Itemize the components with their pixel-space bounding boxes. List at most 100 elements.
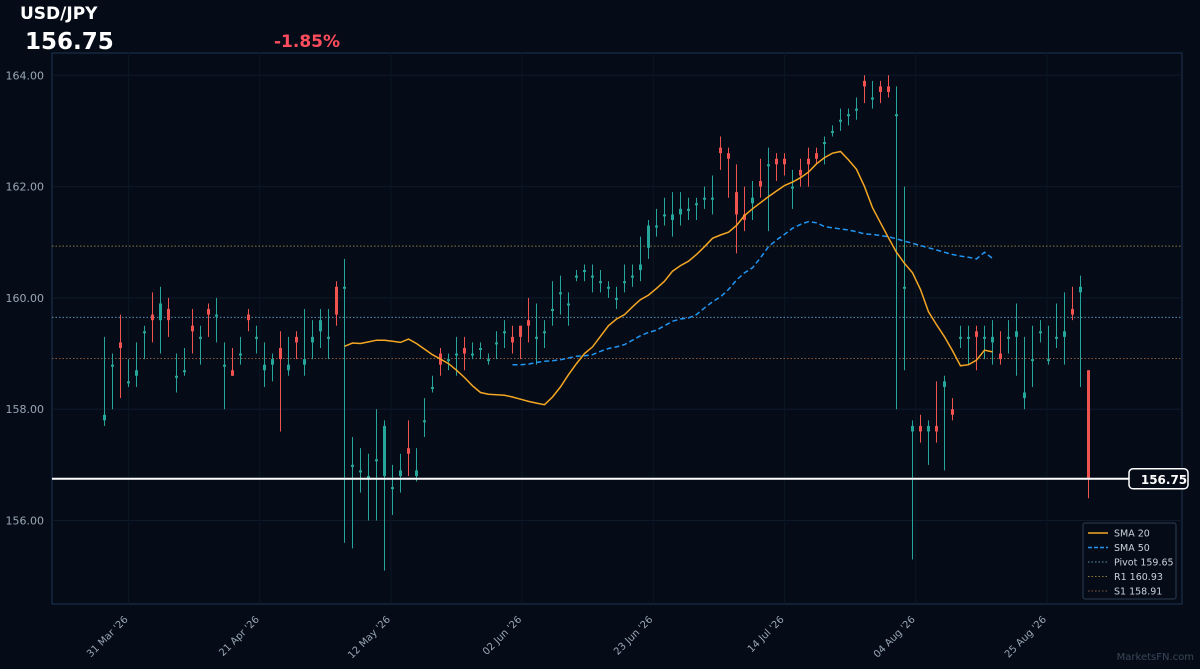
x-tick-label: 21 Apr '26 xyxy=(217,614,261,658)
candle-body xyxy=(935,425,938,432)
candle-body xyxy=(559,292,562,295)
candle-body xyxy=(663,214,666,217)
candle-body xyxy=(399,470,402,476)
last-price-tag-label: 156.75 xyxy=(1141,473,1187,487)
candle-body xyxy=(1007,336,1010,339)
candle-body xyxy=(551,309,554,312)
candle-body xyxy=(455,353,458,356)
candle-body xyxy=(647,225,650,248)
candle-body xyxy=(359,470,362,473)
candle-body xyxy=(911,425,914,432)
candle-body xyxy=(615,297,618,300)
candle-body xyxy=(599,281,602,284)
candle-body xyxy=(951,409,954,415)
candle-body xyxy=(863,80,866,87)
candle-body xyxy=(567,303,570,306)
candle-body xyxy=(383,425,386,476)
candle-body xyxy=(591,275,594,278)
symbol-title: USD/JPY xyxy=(20,4,98,24)
candle-body xyxy=(503,331,506,334)
candle-body xyxy=(855,108,858,111)
candle-body xyxy=(991,336,994,343)
candle-body xyxy=(519,325,522,337)
candle-body xyxy=(751,197,754,204)
sma50-line xyxy=(512,220,993,366)
candle-body xyxy=(1063,331,1066,337)
candle-body xyxy=(175,375,178,378)
candle-body xyxy=(1071,309,1074,315)
last-price: 156.75 xyxy=(25,29,114,55)
candle-body xyxy=(959,336,962,339)
legend-label: SMA 20 xyxy=(1114,529,1150,540)
watermark: MarketsFN.com xyxy=(1116,652,1194,663)
candle-body xyxy=(223,364,226,367)
candle-body xyxy=(759,181,762,187)
candle-body xyxy=(871,97,874,100)
candle-body xyxy=(903,286,906,289)
candle-body xyxy=(695,203,698,206)
candle-body xyxy=(807,158,810,165)
x-tick-label: 04 Aug '26 xyxy=(872,614,918,660)
candle-body xyxy=(159,303,162,321)
candle-body xyxy=(295,336,298,343)
y-tick-label: 160.00 xyxy=(6,292,45,305)
candle-body xyxy=(743,214,746,220)
candle-body xyxy=(791,186,794,189)
x-tick-label: 23 Jun '26 xyxy=(612,614,655,657)
candle-body xyxy=(263,364,266,371)
candle-body xyxy=(327,336,330,339)
candle-body xyxy=(679,208,682,215)
candle-body xyxy=(191,325,194,332)
candle-body xyxy=(767,164,770,167)
candle-body xyxy=(199,336,202,339)
candle-body xyxy=(487,359,490,362)
x-tick-label: 02 Jun '26 xyxy=(481,614,524,657)
candle-body xyxy=(1055,336,1058,339)
candle-body xyxy=(1031,359,1034,362)
candle-body xyxy=(167,309,170,321)
candle-body xyxy=(135,370,138,376)
candle-body xyxy=(711,197,714,200)
candle-body xyxy=(183,370,186,373)
y-tick-label: 158.00 xyxy=(6,403,45,416)
candle-body xyxy=(999,353,1002,360)
candle-body xyxy=(415,470,418,476)
candle-body xyxy=(511,336,514,343)
candle-body xyxy=(639,264,642,271)
candle-body xyxy=(335,286,338,315)
candle-body xyxy=(919,425,922,432)
candle-body xyxy=(1079,286,1082,293)
candle-body xyxy=(207,309,210,315)
candle-body xyxy=(879,86,882,92)
candle-body xyxy=(375,459,378,462)
candle-body xyxy=(271,359,274,365)
candle-body xyxy=(1047,359,1050,362)
x-tick-label: 14 Jul '26 xyxy=(746,614,787,655)
candle-body xyxy=(111,364,114,367)
candle-body xyxy=(831,130,834,133)
candle-body xyxy=(687,208,690,211)
candle-body xyxy=(967,336,970,339)
candle-body xyxy=(895,114,898,117)
sma20-line xyxy=(344,150,993,406)
candle-body xyxy=(103,414,106,421)
x-tick-label: 12 May '26 xyxy=(346,614,393,661)
candle-body xyxy=(735,192,738,215)
legend-label: S1 158.91 xyxy=(1114,587,1162,598)
candle-body xyxy=(983,336,986,339)
candle-body xyxy=(1087,370,1090,479)
candle-body xyxy=(719,147,722,154)
candle-body xyxy=(527,320,530,326)
candle-body xyxy=(215,314,218,317)
candle-body xyxy=(143,331,146,334)
candle-body xyxy=(1039,331,1042,334)
candle-body xyxy=(231,370,234,376)
candle-body xyxy=(671,214,674,220)
candle-body xyxy=(839,119,842,122)
candle-body xyxy=(575,275,578,278)
change-percent: -1.85% xyxy=(274,32,341,52)
candle-body xyxy=(127,381,130,384)
last-price-tag xyxy=(1128,468,1189,490)
